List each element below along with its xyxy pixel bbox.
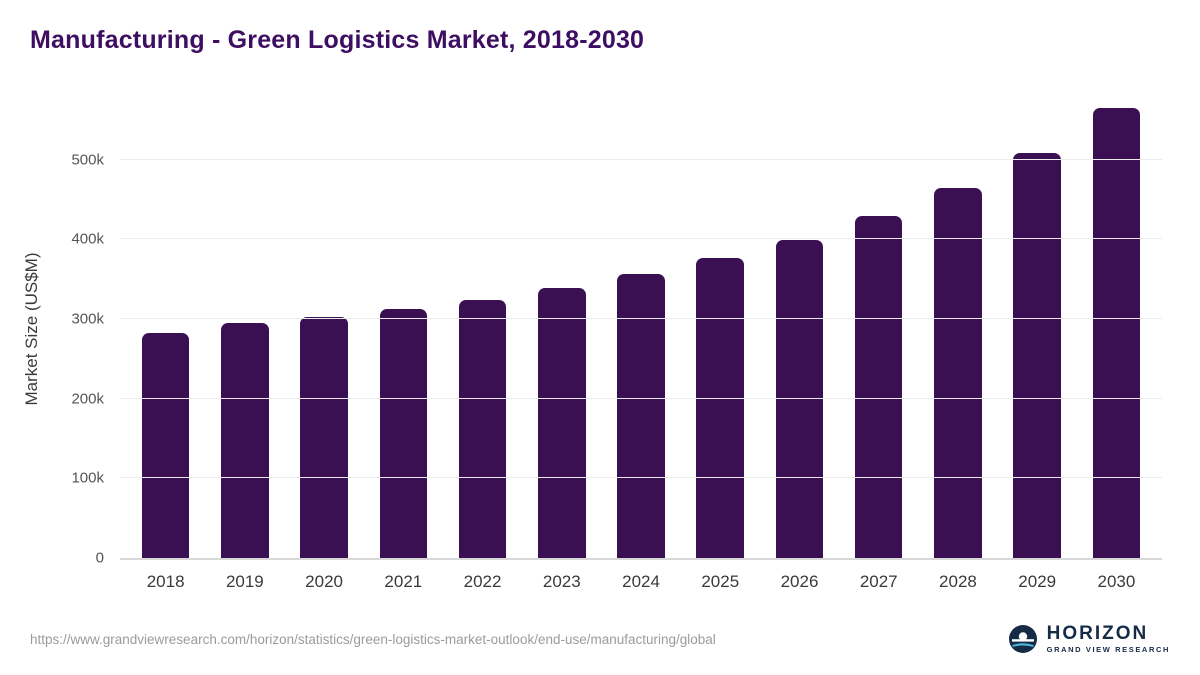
bar-column (918, 100, 997, 558)
bar-2024[interactable] (617, 274, 665, 558)
bar-column (364, 100, 443, 558)
x-tick-label: 2028 (939, 572, 977, 591)
y-axis-label: Market Size (US$M) (22, 252, 41, 406)
bar-2027[interactable] (854, 216, 903, 558)
footer: https://www.grandviewresearch.com/horizo… (0, 613, 1200, 675)
bar-column (1077, 100, 1156, 558)
y-tick-label: 500k (71, 151, 104, 169)
gridline (120, 158, 1162, 160)
source-url: https://www.grandviewresearch.com/horizo… (30, 631, 716, 647)
bar-2029[interactable] (1013, 152, 1061, 558)
x-tick-label: 2018 (146, 572, 185, 591)
x-tick-label: 2029 (1018, 572, 1057, 591)
chart-title: Manufacturing - Green Logistics Market, … (30, 26, 645, 54)
horizon-logo-icon (1008, 624, 1038, 654)
bar-2019[interactable] (221, 323, 269, 558)
bar-2028[interactable] (934, 187, 982, 558)
bars (120, 100, 1162, 558)
x-tick-label: 2020 (305, 572, 343, 591)
x-tick-label: 2023 (542, 572, 581, 591)
y-tick-label: 200k (71, 390, 104, 408)
y-tick-label: 300k (71, 310, 104, 328)
bar-2022[interactable] (458, 299, 507, 558)
logo-subtitle: GRAND VIEW RESEARCH (1046, 645, 1170, 655)
bar-column (839, 100, 918, 558)
x-tick-label: 2027 (859, 572, 898, 591)
x-tick-label: 2024 (622, 572, 660, 591)
x-tick-label: 2021 (384, 572, 423, 591)
bar-2030[interactable] (1092, 107, 1141, 558)
gridline (120, 397, 1162, 399)
bar-column (681, 100, 760, 558)
plot-area: Market Size (US$M) 0 100k 200k 300k 400k 500k (22, 100, 1162, 567)
x-tick-label: 2025 (701, 572, 740, 591)
horizon-logo: HORIZON GRAND VIEW RESEARCH (1008, 624, 1170, 654)
bar-column (443, 100, 522, 558)
y-tick-label: 0 (95, 549, 104, 567)
bar-2023[interactable] (538, 287, 586, 558)
bar-column (284, 100, 363, 558)
x-tick-label: 2030 (1097, 572, 1136, 591)
bar-2020[interactable] (300, 317, 348, 558)
x-tick-label: 2019 (225, 572, 264, 591)
bar-column (205, 100, 284, 558)
gridline (120, 318, 1162, 320)
bar-2021[interactable] (379, 308, 428, 558)
gridline (120, 238, 1162, 240)
y-tick-label: 400k (71, 230, 104, 248)
bar-column (522, 100, 601, 558)
bar-column (126, 100, 205, 558)
x-tick-label: 2022 (463, 572, 502, 591)
gridline (120, 477, 1162, 479)
bar-2026[interactable] (775, 240, 824, 558)
logo-text: HORIZON GRAND VIEW RESEARCH (1047, 624, 1170, 654)
bar-column (998, 100, 1077, 558)
bar-2018[interactable] (141, 332, 190, 558)
bar-2025[interactable] (696, 257, 745, 558)
y-tick-label: 100k (71, 469, 104, 487)
bar-column (760, 100, 839, 558)
bar-column (601, 100, 680, 558)
x-tick-label: 2026 (780, 572, 819, 591)
x-labels: 2018 2019 2020 2021 2022 2023 2024 2025 2026 2027… (120, 572, 1162, 592)
logo-name: HORIZON (1046, 623, 1149, 645)
